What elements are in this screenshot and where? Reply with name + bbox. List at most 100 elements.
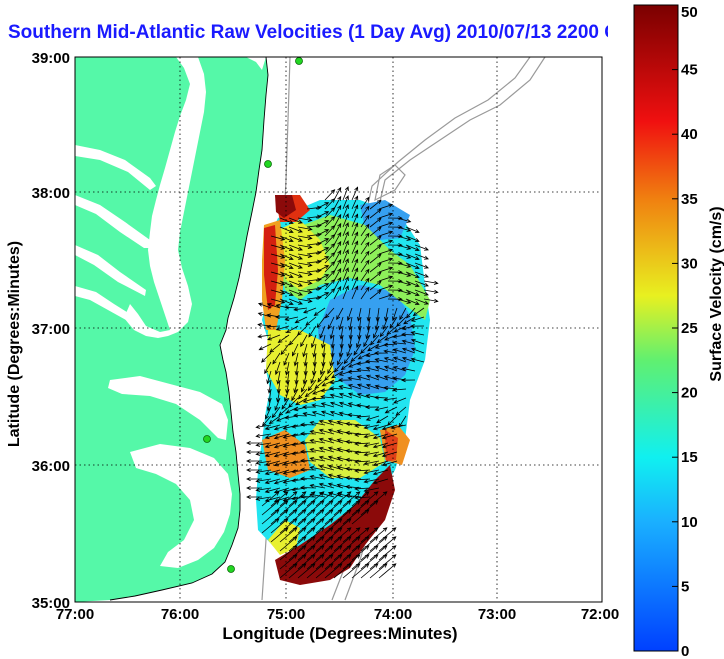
velocity-vector — [405, 262, 420, 269]
velocity-vector — [342, 249, 349, 264]
velocity-vector — [401, 378, 416, 383]
velocity-vector — [356, 307, 362, 322]
velocity-vector — [333, 491, 352, 507]
velocity-vector — [395, 406, 407, 417]
velocity-vector — [297, 527, 316, 543]
velocity-vector — [369, 253, 382, 264]
velocity-vector — [315, 491, 334, 507]
albemarle-sound — [108, 376, 228, 440]
velocity-vector — [369, 536, 388, 552]
velocity-vector — [392, 340, 407, 346]
velocity-vector — [365, 415, 380, 421]
velocity-vector — [307, 379, 317, 392]
velocity-vector — [351, 258, 359, 273]
velocity-vector — [306, 518, 325, 534]
velocity-vector — [333, 204, 342, 219]
velocity-vector — [324, 527, 343, 543]
velocity-vector — [410, 357, 425, 363]
velocity-vector — [381, 460, 398, 467]
colorbar-tick-label: 20 — [681, 385, 698, 402]
velocity-vector — [270, 235, 286, 241]
velocity-vector — [293, 352, 299, 367]
velocity-vector — [387, 279, 403, 284]
velocity-vector — [293, 307, 308, 312]
velocity-vector — [320, 410, 335, 417]
velocity-vector — [327, 361, 335, 375]
velocity-vector — [310, 334, 317, 349]
velocity-vector — [351, 213, 359, 228]
velocity-vector — [347, 376, 362, 381]
velocity-vector — [270, 500, 289, 516]
velocity-vector — [265, 406, 272, 420]
x-axis-label: Longitude (Degrees:Minutes) — [222, 624, 458, 643]
velocity-vector — [317, 370, 326, 383]
velocity-vector — [324, 545, 343, 561]
velocity-vector — [329, 393, 344, 399]
velocity-vector — [279, 271, 294, 278]
velocity-vector — [414, 280, 429, 287]
velocity-vector — [311, 411, 326, 417]
velocity-vector — [318, 455, 335, 462]
velocity-vector — [342, 536, 361, 552]
x-tick-label: 75:00 — [267, 606, 305, 623]
velocity-vector — [367, 343, 380, 352]
velocity-vector — [345, 448, 362, 453]
velocity-vector — [246, 467, 263, 473]
velocity-vector — [405, 307, 416, 319]
velocity-vector — [264, 487, 281, 494]
velocity-vector — [295, 397, 308, 406]
velocity-vector — [288, 536, 307, 552]
velocity-vector — [410, 338, 425, 345]
velocity-vector — [381, 433, 398, 440]
velocity-vector — [374, 351, 389, 356]
velocity-vector — [353, 343, 362, 356]
velocity-vector — [356, 375, 371, 381]
velocity-vector — [360, 259, 370, 273]
velocity-vector — [357, 352, 371, 360]
velocity-vector — [302, 370, 308, 385]
velocity-vector — [342, 231, 349, 246]
velocity-vector — [360, 286, 370, 300]
velocity-vector — [315, 563, 334, 579]
x-tick-label: 77:00 — [56, 606, 94, 623]
colorbar-ticks: 0 5 10 15 20 25 30 35 40 45 50 — [672, 4, 698, 659]
velocity-vector — [257, 302, 272, 309]
velocity-vector — [301, 379, 308, 393]
velocity-vector — [270, 527, 289, 543]
velocity-vector — [378, 221, 394, 228]
velocity-vector — [369, 262, 382, 273]
velocity-vector — [387, 225, 403, 230]
velocity-vector — [342, 554, 361, 570]
velocity-vector — [333, 285, 342, 300]
velocity-vector — [342, 195, 349, 210]
velocity-vector — [315, 274, 330, 282]
velocity-vector — [288, 244, 303, 251]
velocity-vector — [360, 554, 379, 570]
velocity-vector — [363, 469, 380, 475]
velocity-vector — [273, 469, 290, 476]
velocity-vector — [324, 518, 343, 534]
velocity-vector — [360, 491, 379, 507]
velocity-vector — [273, 451, 290, 458]
velocity-vector — [405, 226, 420, 233]
velocity-vector — [360, 214, 370, 228]
velocity-vector — [274, 361, 281, 376]
velocity-vector — [297, 518, 316, 534]
velocity-vector — [342, 258, 349, 273]
velocity-vector — [315, 500, 334, 516]
velocity-vector — [338, 378, 353, 383]
velocity-vector — [264, 478, 281, 485]
velocity-vector — [365, 383, 380, 390]
velocity-vector — [336, 447, 353, 453]
james-river — [75, 286, 130, 320]
velocity-field-darkred — [275, 195, 296, 218]
colorbar-tick-label: 40 — [681, 126, 698, 143]
velocity-vector — [324, 563, 343, 579]
velocity-vector — [405, 289, 420, 296]
velocity-vector — [383, 397, 398, 402]
velocity-vector — [288, 491, 307, 507]
velocity-vector — [391, 307, 398, 322]
velocity-vector — [423, 280, 439, 285]
velocity-vector — [246, 494, 263, 500]
velocity-vector — [297, 563, 316, 579]
